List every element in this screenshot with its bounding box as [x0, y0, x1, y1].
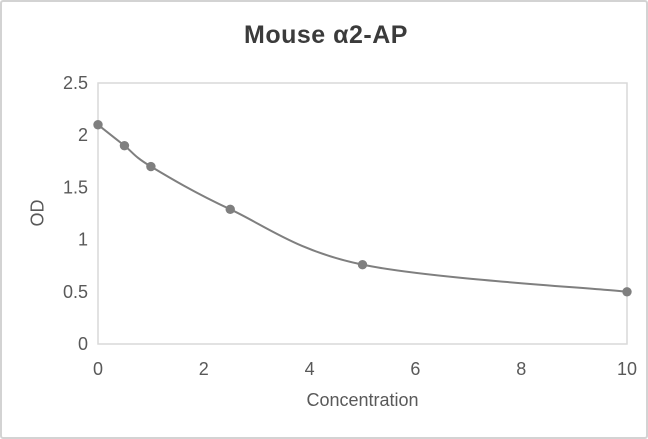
- x-tick-label: 6: [410, 359, 420, 379]
- x-tick-label: 10: [617, 359, 637, 379]
- data-point: [622, 287, 632, 297]
- y-tick-label: 2: [78, 125, 88, 145]
- y-tick-label: 0: [78, 334, 88, 354]
- data-point: [119, 140, 130, 151]
- data-point: [146, 161, 156, 172]
- y-tick-label: 1.5: [63, 177, 88, 197]
- y-tick-label: 1: [78, 230, 88, 250]
- x-tick-label: 8: [516, 359, 526, 379]
- y-tick-label: 2.5: [63, 73, 88, 93]
- x-tick-label: 4: [305, 359, 315, 379]
- plot-border: [97, 82, 628, 345]
- chart-title: Mouse α2-AP: [244, 21, 408, 49]
- data-point: [225, 204, 235, 215]
- x-tick-label: 2: [199, 359, 209, 379]
- x-axis-title: Concentration: [306, 390, 419, 410]
- data-point: [357, 259, 368, 270]
- y-tick-label: 0.5: [63, 282, 88, 302]
- data-point: [93, 120, 103, 130]
- x-tick-label: 0: [93, 359, 103, 379]
